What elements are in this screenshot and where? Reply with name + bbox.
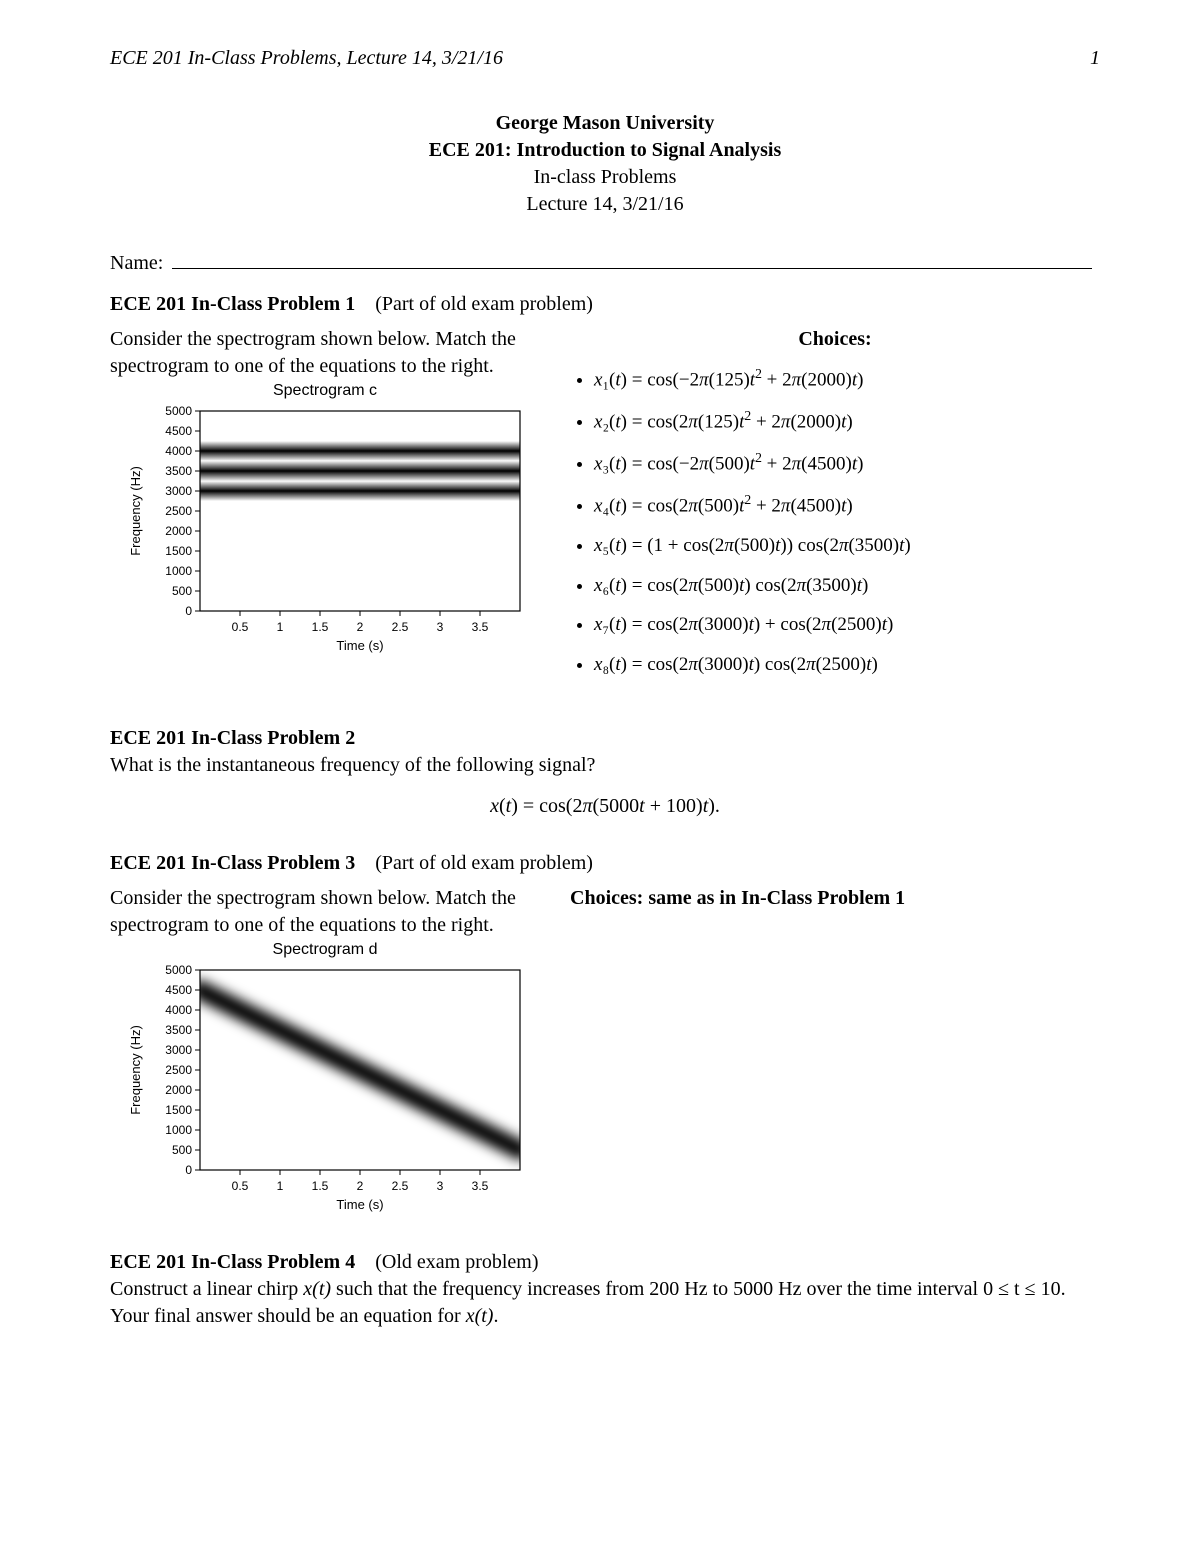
svg-text:0: 0: [185, 604, 192, 618]
svg-text:1000: 1000: [165, 564, 192, 578]
subtitle-2: Lecture 14, 3/21/16: [110, 191, 1100, 218]
spectrogram-c-title: Spectrogram c: [110, 380, 540, 402]
svg-text:3000: 3000: [165, 484, 192, 498]
svg-text:500: 500: [172, 584, 192, 598]
choice-item: x₇(t) = cos(2π(3000)t) + cos(2π(2500)t): [594, 612, 1100, 638]
problem-2-equation: x(t) = cos(2π(5000t + 100)t).: [110, 793, 1100, 820]
svg-text:3500: 3500: [165, 1023, 192, 1037]
page: ECE 201 In-Class Problems, Lecture 14, 3…: [0, 0, 1200, 1553]
problem-4: ECE 201 In-Class Problem 4 (Old exam pro…: [110, 1249, 1100, 1330]
svg-text:Time (s): Time (s): [336, 1197, 383, 1212]
svg-text:5000: 5000: [165, 965, 192, 977]
svg-text:3: 3: [437, 620, 444, 634]
svg-text:2500: 2500: [165, 504, 192, 518]
svg-text:3500: 3500: [165, 464, 192, 478]
svg-text:0: 0: [185, 1163, 192, 1177]
svg-text:3000: 3000: [165, 1043, 192, 1057]
svg-text:4500: 4500: [165, 983, 192, 997]
spectrogram-c: 0 500 1000 1500 2000 2500 3000 3500 4000 4500 5000…: [120, 406, 530, 656]
choice-item: x₅(t) = (1 + cos(2π(500)t)) cos(2π(3500)…: [594, 533, 1100, 559]
name-label: Name:: [110, 252, 163, 274]
svg-text:2: 2: [357, 1179, 364, 1193]
problem-2-prompt: What is the instantaneous frequency of t…: [110, 752, 1100, 779]
name-underline: [172, 268, 1092, 269]
problem-1-head: ECE 201 In-Class Problem 1: [110, 293, 355, 315]
svg-text:500: 500: [172, 1143, 192, 1157]
problem-2: ECE 201 In-Class Problem 2 What is the i…: [110, 725, 1100, 820]
problem-3-head: ECE 201 In-Class Problem 3: [110, 852, 355, 874]
problem-3-heading: ECE 201 In-Class Problem 3 (Part of old …: [110, 850, 1100, 877]
svg-text:3.5: 3.5: [472, 1179, 489, 1193]
svg-text:1.5: 1.5: [312, 620, 329, 634]
problem-4-prompt: Construct a linear chirp x(t) such that …: [110, 1276, 1100, 1330]
svg-text:3.5: 3.5: [472, 620, 489, 634]
problem-4-heading: ECE 201 In-Class Problem 4 (Old exam pro…: [110, 1249, 1100, 1276]
svg-text:4000: 4000: [165, 444, 192, 458]
svg-text:1500: 1500: [165, 544, 192, 558]
p4d: .: [493, 1305, 498, 1327]
problem-1-note: (Part of old exam problem): [375, 293, 593, 315]
spectrogram-d: 0 500 1000 1500 2000 2500 3000 3500 4000 4500 5000…: [120, 965, 530, 1215]
problem-1-left: Consider the spectrogram shown below. Ma…: [110, 326, 540, 656]
p4-range: 0 ≤ t ≤ 10: [983, 1278, 1061, 1300]
p4b: such that the frequency increases from 2…: [331, 1278, 983, 1300]
p4a: Construct a linear chirp: [110, 1278, 303, 1300]
svg-text:2000: 2000: [165, 1083, 192, 1097]
subtitle-1: In-class Problems: [110, 164, 1100, 191]
choice-item: x₈(t) = cos(2π(3000)t) cos(2π(2500)t): [594, 652, 1100, 678]
choice-item: x₃(t) = cos(−2π(500)t2 + 2π(4500)t): [594, 449, 1100, 477]
problem-3-left: Consider the spectrogram shown below. Ma…: [110, 885, 540, 1215]
problem-4-note: (Old exam problem): [375, 1251, 538, 1273]
svg-text:2.5: 2.5: [392, 1179, 409, 1193]
problem-1: ECE 201 In-Class Problem 1 (Part of old …: [110, 291, 1100, 691]
svg-text:3: 3: [437, 1179, 444, 1193]
svg-text:1000: 1000: [165, 1123, 192, 1137]
svg-text:4000: 4000: [165, 1003, 192, 1017]
running-header-text: ECE 201 In-Class Problems, Lecture 14, 3…: [110, 45, 503, 72]
svg-text:2500: 2500: [165, 1063, 192, 1077]
problem-3: ECE 201 In-Class Problem 3 (Part of old …: [110, 850, 1100, 1215]
choices-title: Choices:: [570, 326, 1100, 353]
choice-item: x₂(t) = cos(2π(125)t2 + 2π(2000)t): [594, 407, 1100, 435]
problem-4-head: ECE 201 In-Class Problem 4: [110, 1251, 355, 1273]
problem-1-choices: Choices: x₁(t) = cos(−2π(125)t2 + 2π(200…: [570, 326, 1100, 691]
name-line: Name:: [110, 250, 1100, 277]
problem-3-note: (Part of old exam problem): [375, 852, 593, 874]
p4-xt: x(t): [303, 1278, 331, 1300]
svg-text:0.5: 0.5: [232, 1179, 249, 1193]
p4-xt2: x(t): [466, 1305, 494, 1327]
svg-text:0.5: 0.5: [232, 620, 249, 634]
svg-text:1: 1: [277, 1179, 284, 1193]
university: George Mason University: [110, 110, 1100, 137]
title-block: George Mason University ECE 201: Introdu…: [110, 110, 1100, 218]
choices-list: x₁(t) = cos(−2π(125)t2 + 2π(2000)t) x₂(t)…: [570, 365, 1100, 677]
svg-text:1: 1: [277, 620, 284, 634]
running-header: ECE 201 In-Class Problems, Lecture 14, 3…: [110, 45, 1100, 72]
problem-1-prompt: Consider the spectrogram shown below. Ma…: [110, 326, 540, 380]
choice-item: x₁(t) = cos(−2π(125)t2 + 2π(2000)t): [594, 365, 1100, 393]
svg-text:1.5: 1.5: [312, 1179, 329, 1193]
svg-text:2000: 2000: [165, 524, 192, 538]
svg-text:2: 2: [357, 620, 364, 634]
choice-item: x₄(t) = cos(2π(500)t2 + 2π(4500)t): [594, 491, 1100, 519]
svg-text:5000: 5000: [165, 406, 192, 418]
course-title: ECE 201: Introduction to Signal Analysis: [110, 137, 1100, 164]
svg-text:4500: 4500: [165, 424, 192, 438]
problem-3-prompt: Consider the spectrogram shown below. Ma…: [110, 885, 540, 939]
svg-text:Frequency (Hz): Frequency (Hz): [128, 1025, 143, 1115]
page-number: 1: [1090, 45, 1100, 72]
svg-text:Frequency (Hz): Frequency (Hz): [128, 466, 143, 556]
choice-item: x₆(t) = cos(2π(500)t) cos(2π(3500)t): [594, 573, 1100, 599]
problem-1-heading: ECE 201 In-Class Problem 1 (Part of old …: [110, 291, 1100, 318]
problem-3-right: Choices: same as in In-Class Problem 1: [570, 885, 1100, 912]
spectrogram-d-title: Spectrogram d: [110, 939, 540, 961]
problem-2-head: ECE 201 In-Class Problem 2: [110, 725, 1100, 752]
svg-text:2.5: 2.5: [392, 620, 409, 634]
svg-text:Time (s): Time (s): [336, 638, 383, 653]
svg-text:1500: 1500: [165, 1103, 192, 1117]
problem-3-choices-note: Choices: same as in In-Class Problem 1: [570, 885, 1100, 912]
